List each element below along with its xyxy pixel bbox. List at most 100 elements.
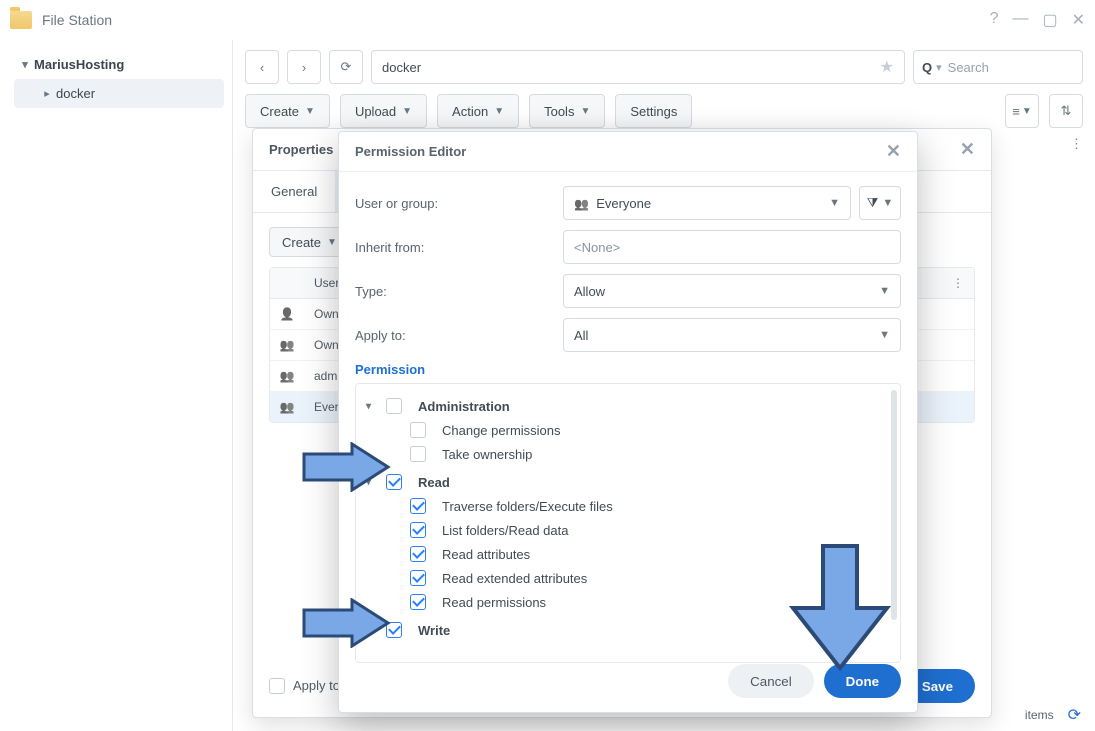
permission-editor-body: User or group: Everyone ▼ ⧩▼ Inherit fro… — [339, 172, 917, 663]
group-icon — [574, 196, 589, 211]
label-user-or-group: User or group: — [355, 196, 563, 211]
statusbar: items ⟳ — [1025, 705, 1081, 725]
perm-group-read: ▾ Read Traverse folders/Execute files Li… — [366, 470, 886, 614]
refresh-icon[interactable]: ⟳ — [1068, 705, 1081, 725]
checkbox-icon[interactable] — [410, 498, 426, 514]
tab-general[interactable]: General — [253, 171, 335, 212]
permission-editor-footer: Cancel Done — [728, 664, 901, 698]
checkbox-icon[interactable] — [410, 546, 426, 562]
upload-button[interactable]: Upload▼ — [340, 94, 427, 128]
perm-item[interactable]: Take ownership — [366, 442, 886, 466]
permission-section-title: Permission — [355, 362, 901, 377]
perm-item[interactable]: Read extended attributes — [366, 566, 886, 590]
perm-group-header[interactable]: ▾ Write — [366, 618, 886, 642]
perm-group-administration: ▾ Administration Change permissions Take… — [366, 394, 886, 466]
titlebar: File Station ? — ▢ ✕ — [0, 0, 1095, 40]
forward-button[interactable]: › — [287, 50, 321, 84]
chevron-down-icon: ▼ — [879, 329, 890, 341]
search-icon: Q — [922, 60, 932, 75]
funnel-icon: ⧩ — [867, 195, 879, 211]
sidebar-item-docker[interactable]: ▸ docker — [14, 79, 224, 108]
caret-down-icon[interactable]: ▾ — [18, 58, 32, 71]
minimize-icon[interactable]: — — [1012, 10, 1028, 30]
row-apply-to: Apply to: All▼ — [355, 318, 901, 352]
sidebar-root[interactable]: ▾ MariusHosting — [8, 50, 224, 79]
caret-right-icon[interactable]: ▸ — [40, 87, 54, 100]
perm-item[interactable]: Read attributes — [366, 542, 886, 566]
filter-button[interactable]: ⧩▼ — [859, 186, 901, 220]
permission-editor-title: Permission Editor — [355, 144, 466, 159]
chevron-down-icon: ▼ — [402, 106, 412, 117]
caret-down-icon[interactable]: ▾ — [366, 401, 378, 412]
window-controls: ? — ▢ ✕ — [990, 10, 1085, 30]
permission-editor-dialog: Permission Editor ✕ User or group: Every… — [338, 131, 918, 713]
perm-item[interactable]: Traverse folders/Execute files — [366, 494, 886, 518]
path-input[interactable]: docker ★ — [371, 50, 905, 84]
app-icon — [10, 11, 32, 29]
search-input[interactable]: Q ▾ Search — [913, 50, 1083, 84]
sort-button[interactable]: ⇅ — [1049, 94, 1083, 128]
close-icon[interactable]: ✕ — [960, 139, 975, 160]
chevron-down-icon: ▼ — [580, 106, 590, 117]
permission-list: ▾ Administration Change permissions Take… — [356, 384, 900, 662]
perm-group-header[interactable]: ▾ Read — [366, 470, 886, 494]
app-title: File Station — [42, 12, 112, 28]
checkbox-icon[interactable] — [410, 570, 426, 586]
input-inherit-from[interactable]: <None> — [563, 230, 901, 264]
search-caret-icon: ▾ — [936, 61, 942, 74]
perm-item[interactable]: List folders/Read data — [366, 518, 886, 542]
sidebar: ▾ MariusHosting ▸ docker — [0, 40, 233, 731]
path-text: docker — [382, 60, 421, 75]
maximize-icon[interactable]: ▢ — [1042, 10, 1057, 30]
reload-button[interactable]: ⟳ — [329, 50, 363, 84]
chevron-down-icon: ▼ — [305, 106, 315, 117]
done-button[interactable]: Done — [824, 664, 901, 698]
user-icon — [280, 307, 295, 321]
checkbox-icon[interactable] — [269, 678, 285, 694]
overflow-menu-icon[interactable]: ⋮ — [1070, 136, 1083, 152]
checkbox-icon[interactable] — [410, 594, 426, 610]
chevron-down-icon: ▼ — [829, 197, 840, 209]
close-icon[interactable]: ✕ — [886, 141, 901, 162]
sidebar-root-label: MariusHosting — [34, 57, 124, 72]
back-button[interactable]: ‹ — [245, 50, 279, 84]
row-inherit-from: Inherit from: <None> — [355, 230, 901, 264]
scrollbar[interactable] — [891, 390, 897, 620]
permission-editor-header: Permission Editor ✕ — [339, 132, 917, 172]
checkbox-icon[interactable] — [410, 422, 426, 438]
settings-button[interactable]: Settings — [615, 94, 692, 128]
table-menu-icon[interactable]: ⋮ — [942, 268, 974, 298]
close-icon[interactable]: ✕ — [1072, 10, 1085, 30]
checkbox-icon[interactable] — [386, 622, 402, 638]
select-type[interactable]: Allow▼ — [563, 274, 901, 308]
checkbox-icon[interactable] — [410, 522, 426, 538]
caret-down-icon[interactable]: ▾ — [366, 477, 378, 488]
perm-item[interactable]: Change permissions — [366, 418, 886, 442]
items-label: items — [1025, 708, 1054, 722]
help-icon[interactable]: ? — [990, 10, 999, 30]
action-button[interactable]: Action▼ — [437, 94, 519, 128]
group-icon — [280, 400, 295, 414]
row-type: Type: Allow▼ — [355, 274, 901, 308]
row-user-or-group: User or group: Everyone ▼ ⧩▼ — [355, 186, 901, 220]
group-icon — [280, 369, 295, 383]
view-list-button[interactable]: ≡▼ — [1005, 94, 1039, 128]
label-inherit-from: Inherit from: — [355, 240, 563, 255]
checkbox-icon[interactable] — [410, 446, 426, 462]
caret-down-icon[interactable]: ▾ — [366, 625, 378, 636]
label-apply-to: Apply to: — [355, 328, 563, 343]
tools-button[interactable]: Tools▼ — [529, 94, 605, 128]
chevron-down-icon: ▼ — [879, 285, 890, 297]
select-apply-to[interactable]: All▼ — [563, 318, 901, 352]
perm-group-header[interactable]: ▾ Administration — [366, 394, 886, 418]
perm-item[interactable]: Read permissions — [366, 590, 886, 614]
permission-tree: ▾ Administration Change permissions Take… — [355, 383, 901, 663]
create-button[interactable]: Create▼ — [245, 94, 330, 128]
cancel-button[interactable]: Cancel — [728, 664, 814, 698]
properties-title: Properties — [269, 142, 333, 157]
checkbox-icon[interactable] — [386, 398, 402, 414]
checkbox-icon[interactable] — [386, 474, 402, 490]
select-user-or-group[interactable]: Everyone ▼ — [563, 186, 851, 220]
chevron-down-icon: ▼ — [494, 106, 504, 117]
star-icon[interactable]: ★ — [880, 57, 894, 77]
